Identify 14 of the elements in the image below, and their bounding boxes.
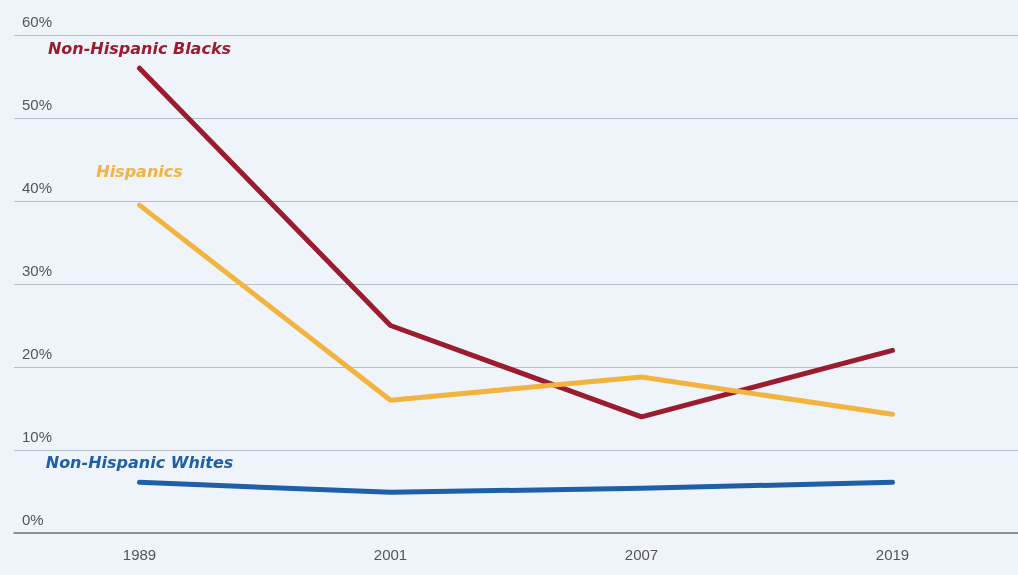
x-tick-label: 1989 bbox=[122, 546, 157, 563]
y-tick-label: 30% bbox=[22, 262, 53, 279]
series-label: Non-Hispanic Blacks bbox=[47, 38, 232, 58]
x-tick-label: 2019 bbox=[875, 546, 910, 563]
y-tick-label: 10% bbox=[22, 428, 53, 445]
y-tick-label: 60% bbox=[22, 13, 53, 30]
y-tick-label: 0% bbox=[22, 511, 44, 528]
series-label: Non-Hispanic Whites bbox=[45, 452, 234, 472]
text: Hispanics bbox=[96, 161, 183, 181]
y-tick-label: 20% bbox=[22, 345, 53, 362]
x-tick-label: 2007 bbox=[624, 546, 659, 563]
y-tick-label: 40% bbox=[22, 179, 53, 196]
x-tick-label: 2001 bbox=[373, 546, 408, 563]
y-tick-label: 50% bbox=[22, 96, 53, 113]
